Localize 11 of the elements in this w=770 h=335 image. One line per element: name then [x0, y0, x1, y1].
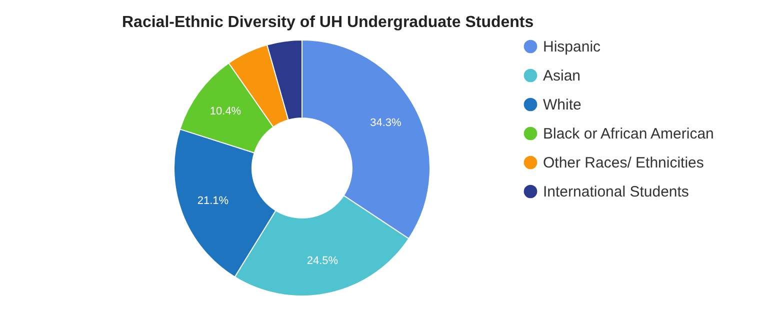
legend-label: International Students — [543, 184, 689, 200]
legend-label: Hispanic — [543, 38, 602, 56]
legend-label: White — [543, 96, 582, 114]
legend-label: Asian — [543, 68, 581, 84]
data-label: 34.3% — [370, 117, 402, 130]
data-label: 10.4% — [210, 106, 242, 118]
data-label: 21.1% — [197, 195, 229, 208]
chart-title: Racial-Ethnic Diversity of UH Undergraduate Students — [122, 14, 534, 31]
data-label: 24.5% — [306, 254, 338, 267]
legend-label: Black or African American — [543, 126, 714, 142]
legend-label: Other Races/ Ethnicities — [543, 154, 704, 172]
